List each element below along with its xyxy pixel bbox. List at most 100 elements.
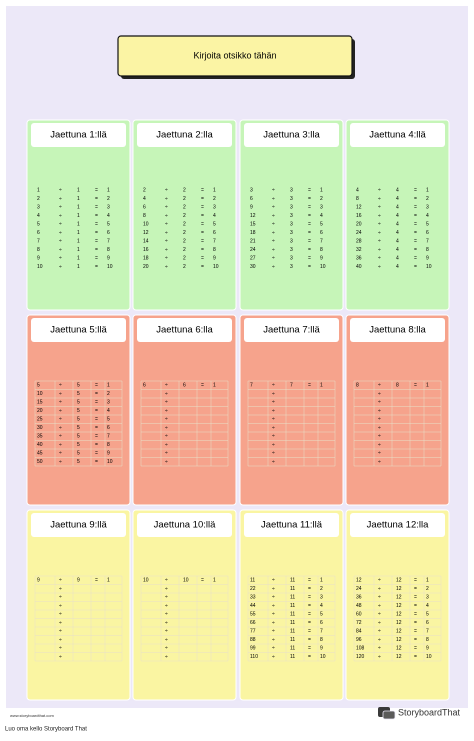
card-title: Jaettuna 11:llä [261, 520, 323, 531]
card-title: Jaettuna 3:lla [263, 130, 320, 141]
equals-sign: = [201, 238, 204, 244]
divisor: 11 [290, 637, 295, 643]
divide-sign: ÷ [378, 611, 381, 617]
card [345, 314, 450, 506]
quotient: 8 [213, 247, 216, 253]
card-title-box [31, 513, 126, 537]
equals-sign: = [414, 654, 417, 660]
quotient: 4 [320, 213, 323, 219]
divide-sign: ÷ [165, 416, 168, 422]
divide-sign: ÷ [272, 594, 275, 600]
equals-sign: = [95, 442, 98, 448]
quotient: 3 [107, 204, 110, 210]
quotient: 1 [320, 382, 323, 388]
divisor: 11 [290, 603, 295, 609]
divisor: 11 [290, 628, 295, 634]
quotient: 1 [426, 577, 429, 583]
divisor: 1 [77, 230, 80, 236]
card-title-box [244, 318, 339, 342]
card-title: Jaettuna 8:lla [369, 325, 426, 336]
dividend: 16 [143, 247, 149, 253]
equals-sign: = [414, 645, 417, 651]
divide-sign: ÷ [165, 654, 168, 660]
card-title-box [31, 123, 126, 147]
divide-sign: ÷ [272, 433, 275, 439]
divisor: 11 [290, 645, 295, 651]
equals-sign: = [308, 628, 311, 634]
divide-sign: ÷ [272, 399, 275, 405]
equals-sign: = [95, 433, 98, 439]
dividend: 77 [250, 628, 256, 634]
dividend: 2 [37, 196, 40, 202]
equals-sign: = [414, 187, 417, 193]
divide-sign: ÷ [378, 399, 381, 405]
quotient: 1 [107, 577, 110, 583]
quotient: 7 [426, 238, 429, 244]
dividend: 8 [143, 213, 146, 219]
quotient: 1 [426, 187, 429, 193]
divide-sign: ÷ [272, 213, 275, 219]
dividend: 10 [37, 264, 43, 270]
divisor: 5 [77, 391, 80, 397]
dividend: 4 [37, 213, 40, 219]
divide-sign: ÷ [165, 213, 168, 219]
dividend: 12 [143, 230, 149, 236]
dividend: 27 [250, 255, 256, 261]
card-title: Jaettuna 9:llä [50, 520, 107, 531]
dividend: 32 [356, 247, 362, 253]
equals-sign: = [95, 416, 98, 422]
equals-sign: = [95, 425, 98, 431]
divide-sign: ÷ [272, 654, 275, 660]
dividend: 11 [250, 577, 255, 583]
quotient: 8 [107, 442, 110, 448]
equals-sign: = [308, 586, 311, 592]
divisor: 4 [396, 204, 399, 210]
divide-sign: ÷ [59, 637, 62, 643]
equals-sign: = [308, 594, 311, 600]
equals-sign: = [414, 594, 417, 600]
divide-sign: ÷ [165, 238, 168, 244]
divide-sign: ÷ [272, 238, 275, 244]
equals-sign: = [308, 255, 311, 261]
divide-sign: ÷ [59, 213, 62, 219]
dividend: 110 [250, 654, 258, 660]
divisor: 11 [290, 577, 295, 583]
card-title: Jaettuna 2:lla [156, 130, 213, 141]
divide-sign: ÷ [272, 586, 275, 592]
dividend: 2 [143, 187, 146, 193]
equals-sign: = [308, 264, 311, 270]
equals-sign: = [308, 230, 311, 236]
divisor: 5 [77, 416, 80, 422]
divide-sign: ÷ [272, 221, 275, 227]
quotient: 9 [107, 450, 110, 456]
equals-sign: = [414, 230, 417, 236]
divide-sign: ÷ [59, 654, 62, 660]
divisor: 2 [183, 204, 186, 210]
divide-sign: ÷ [272, 382, 275, 388]
divisor: 12 [396, 654, 402, 660]
dividend: 18 [250, 230, 256, 236]
divide-sign: ÷ [378, 213, 381, 219]
divisor: 1 [77, 264, 80, 270]
dividend: 15 [37, 399, 43, 405]
dividend: 108 [356, 645, 365, 651]
quotient: 7 [426, 628, 429, 634]
divisor: 7 [290, 382, 293, 388]
equals-sign: = [201, 213, 204, 219]
divide-sign: ÷ [165, 230, 168, 236]
card-title: Jaettuna 4:llä [369, 130, 426, 141]
equals-sign: = [308, 620, 311, 626]
divisor: 1 [77, 247, 80, 253]
divide-sign: ÷ [165, 425, 168, 431]
quotient: 4 [426, 213, 429, 219]
equals-sign: = [414, 196, 417, 202]
divide-sign: ÷ [165, 450, 168, 456]
divisor: 11 [290, 611, 295, 617]
equals-sign: = [308, 382, 311, 388]
divide-sign: ÷ [165, 255, 168, 261]
quotient: 7 [320, 628, 323, 634]
dividend: 5 [37, 382, 40, 388]
equals-sign: = [308, 187, 311, 193]
equals-sign: = [308, 611, 311, 617]
